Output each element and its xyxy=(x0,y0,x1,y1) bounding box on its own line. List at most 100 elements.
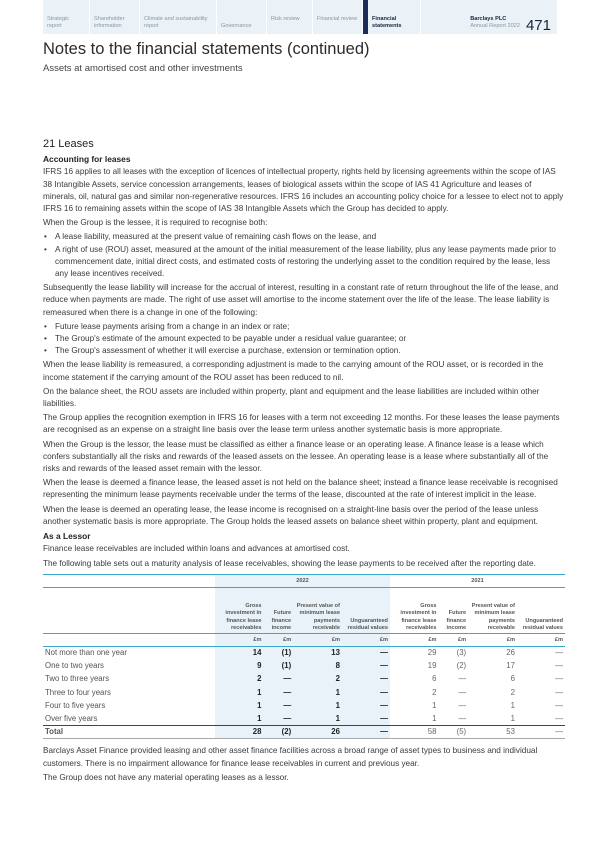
year-header-2021: 2021 xyxy=(389,574,565,588)
row-label: Not more than one year xyxy=(45,648,127,658)
table-cell: — xyxy=(341,672,390,687)
table-cell: (5) xyxy=(438,725,469,740)
table-cell: 14 xyxy=(215,646,264,660)
paragraph: The Group applies the recognition exempt… xyxy=(43,413,560,435)
nav-governance[interactable]: Governance xyxy=(217,0,267,34)
table-cell: — xyxy=(555,661,563,671)
table-cell: 58 xyxy=(389,725,439,740)
list-item: A right of use (ROU) asset, measured at … xyxy=(43,244,565,281)
column-header: Present value of minimum lease payments … xyxy=(293,587,342,634)
paragraph: When the lease liability is remeasured, … xyxy=(43,360,544,382)
table-cell: 1 xyxy=(215,686,264,700)
table-cell: — xyxy=(458,713,467,723)
table-cell: 6 xyxy=(510,674,515,684)
page-subtitle: Assets at amortised cost and other inves… xyxy=(43,63,243,74)
table-row: One to two years 9 (1) 8—19 (2) 17— xyxy=(43,659,565,673)
table-cell: 2 xyxy=(215,672,264,687)
table-cell: 26 xyxy=(293,725,342,740)
year-header-2022: 2022 xyxy=(215,574,390,588)
unit-label: £m xyxy=(438,633,469,648)
table-cell: 1 xyxy=(510,713,515,723)
unit-label: £m xyxy=(516,633,565,648)
table-cell: — xyxy=(458,674,467,684)
section-heading: 21 Leases xyxy=(43,138,94,150)
nav-financial-review[interactable]: Financial review xyxy=(313,0,363,34)
table-cell: 53 xyxy=(468,725,517,740)
unit-label: £m xyxy=(263,633,294,648)
page-number: 471 xyxy=(525,17,551,34)
nav-financial-statements[interactable]: Financial statements xyxy=(363,0,421,34)
table-cell: 1 xyxy=(215,699,264,713)
table-cell: — xyxy=(263,699,294,713)
table-cell: — xyxy=(458,700,467,710)
table-cell: 1 xyxy=(432,700,437,710)
lessor-heading: As a Lessor xyxy=(43,531,91,542)
paragraph: The following table sets out a maturity … xyxy=(43,558,536,568)
table-cell: — xyxy=(555,648,563,658)
paragraph: On the balance sheet, the ROU assets are… xyxy=(43,386,540,409)
table-cell: — xyxy=(458,687,467,697)
table-cell: 1 xyxy=(293,712,342,726)
paragraph: Subsequently the lease liability will in… xyxy=(43,283,559,317)
list-item: A lease liability, measured at the prese… xyxy=(43,231,565,243)
brand-name: Barclays PLC xyxy=(470,16,507,22)
paragraph: When the lease is deemed a finance lease… xyxy=(43,478,558,500)
paragraph: The Group does not have any material ope… xyxy=(43,772,289,782)
nav-risk-review[interactable]: Risk review xyxy=(267,0,313,34)
table-cell: 1 xyxy=(215,712,264,726)
column-header: Future finance income xyxy=(263,587,294,634)
table-cell: (2) xyxy=(456,661,467,671)
page-title: Notes to the financial statements (conti… xyxy=(43,40,370,58)
table-cell: (3) xyxy=(456,648,467,658)
table-row: Four to five years 1—1—1—1— xyxy=(43,699,565,713)
row-label: Total xyxy=(43,725,215,740)
table-cell: 2 xyxy=(432,687,437,697)
table-cell: 29 xyxy=(427,648,437,658)
table-row: Two to three years 2—2—6—6— xyxy=(43,672,565,687)
unit-label: £m xyxy=(389,633,439,648)
table-cell: 8 xyxy=(293,659,342,673)
table-cell: — xyxy=(555,700,563,710)
table-cell: 17 xyxy=(506,661,515,671)
table-row: Not more than one year 14 (1) 13—29 (3) 26— xyxy=(43,646,565,660)
nav-shareholder-information[interactable]: Shareholder information xyxy=(90,0,140,34)
report-name: Annual Report 2022 xyxy=(470,23,520,29)
table-row: Three to four years 1—1—2—2— xyxy=(43,686,565,700)
row-label: Two to three years xyxy=(45,674,110,684)
column-header: Unguaranteed residual values xyxy=(341,587,390,634)
table-cell: — xyxy=(516,725,565,740)
table-cell: — xyxy=(341,712,390,726)
table-cell: 19 xyxy=(427,661,437,671)
table-cell: 13 xyxy=(293,646,342,660)
list-item: The Group's assessment of whether it wil… xyxy=(43,345,565,357)
table-cell: 2 xyxy=(293,672,342,687)
unit-label: £m xyxy=(341,633,390,648)
table-row: Over five years 1—1—1—1— xyxy=(43,712,565,726)
list-item: Future lease payments arising from a cha… xyxy=(43,321,565,333)
table-cell: — xyxy=(263,712,294,726)
row-label: Four to five years xyxy=(45,700,106,710)
row-label: One to two years xyxy=(45,661,104,671)
table-cell: (2) xyxy=(263,725,294,740)
table-cell: — xyxy=(341,699,390,713)
unit-label: £m xyxy=(468,633,517,648)
nav-climate-report[interactable]: Climate and sustainability report xyxy=(140,0,217,34)
column-header: Gross investment in finance lease receiv… xyxy=(215,587,264,634)
table-cell: 9 xyxy=(215,659,264,673)
paragraph: Barclays Asset Finance provided leasing … xyxy=(43,746,538,768)
table-cell: 6 xyxy=(432,674,437,684)
paragraph: IFRS 16 applies to all leases with the e… xyxy=(43,167,564,214)
table-cell: — xyxy=(263,686,294,700)
table-cell: 2 xyxy=(510,687,515,697)
accounting-heading: Accounting for leases xyxy=(43,154,131,165)
table-cell: 1 xyxy=(510,700,515,710)
table-cell: 1 xyxy=(293,686,342,700)
table-cell: — xyxy=(555,674,563,684)
main-content: 21 Leases Accounting for leases IFRS 16 … xyxy=(43,138,565,786)
paragraph: When the lease is deemed an operating le… xyxy=(43,504,539,526)
bullet-list: A lease liability, measured at the prese… xyxy=(43,231,565,280)
nav-strategic-report[interactable]: Strategic report xyxy=(43,0,90,34)
table-cell: — xyxy=(555,713,563,723)
unit-label: £m xyxy=(215,633,264,648)
section-nav: Strategic report Shareholder information… xyxy=(43,0,557,34)
